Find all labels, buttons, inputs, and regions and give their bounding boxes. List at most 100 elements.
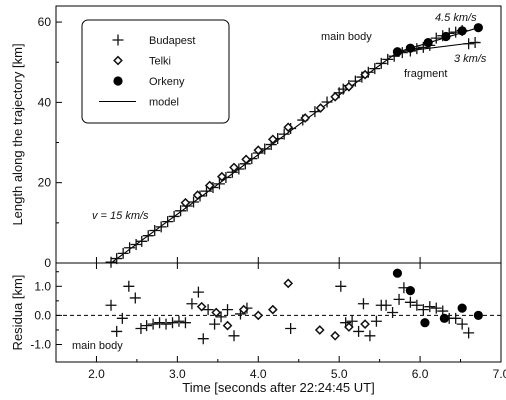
budapest-point bbox=[142, 230, 154, 242]
orkeny-point bbox=[457, 303, 467, 313]
budapest-point bbox=[105, 256, 117, 268]
budapest-point bbox=[364, 330, 376, 342]
budapest-point bbox=[179, 317, 191, 329]
bottom-y-tick-label: -1.0 bbox=[30, 338, 51, 352]
budapest-point bbox=[173, 315, 185, 327]
orkeny-point bbox=[457, 26, 467, 36]
orkeny-point bbox=[441, 31, 451, 42]
budapest-point bbox=[129, 292, 141, 304]
telki-point bbox=[196, 301, 207, 312]
telki-point bbox=[192, 190, 203, 200]
telki-point bbox=[180, 197, 191, 208]
residual-main-body-label: main body bbox=[72, 340, 123, 352]
budapest-point bbox=[213, 178, 225, 190]
telki-point bbox=[229, 162, 239, 173]
budapest-point bbox=[186, 298, 198, 310]
telki-point bbox=[217, 171, 227, 182]
budapest-point bbox=[215, 311, 227, 323]
telki-point bbox=[222, 320, 233, 331]
telki-point bbox=[360, 319, 370, 330]
orkeny-point bbox=[473, 23, 483, 33]
orkeny-point bbox=[405, 43, 415, 53]
telki-point bbox=[344, 322, 354, 332]
budapest-point bbox=[424, 301, 436, 313]
budapest-point bbox=[353, 325, 365, 337]
telki-point bbox=[314, 325, 325, 335]
budapest-point bbox=[357, 298, 369, 310]
budapest-point bbox=[116, 312, 128, 324]
top-y-tick-label: 0 bbox=[44, 256, 51, 270]
orkeny-point bbox=[423, 37, 433, 48]
budapest-point bbox=[167, 317, 179, 329]
budapest-point bbox=[417, 304, 429, 316]
top-y-tick-label: 20 bbox=[38, 176, 52, 190]
budapest-point bbox=[149, 224, 161, 236]
budapest-point bbox=[175, 205, 187, 217]
orkeny-point bbox=[439, 313, 449, 323]
budapest-point bbox=[285, 323, 297, 335]
budapest-point bbox=[147, 318, 159, 330]
budapest-point bbox=[369, 63, 381, 75]
velocity-body-label: 4.5 km/s bbox=[435, 12, 477, 24]
budapest-point bbox=[192, 286, 204, 298]
budapest-point bbox=[168, 210, 180, 222]
x-tick-label: 4.0 bbox=[250, 367, 267, 381]
x-tick-label: 2.0 bbox=[88, 367, 105, 381]
legend-label-orkeny: Orkeny bbox=[149, 76, 185, 88]
x-axis-title: Time [seconds after 22:24:45 UT] bbox=[182, 380, 374, 395]
telki-point bbox=[211, 307, 222, 318]
budapest-point bbox=[202, 304, 214, 316]
budapest-point bbox=[200, 185, 212, 197]
top-y-tick-label: 40 bbox=[38, 95, 52, 109]
telki-point bbox=[344, 81, 354, 92]
telki-point bbox=[300, 113, 311, 123]
legend-label-model: model bbox=[149, 97, 179, 109]
budapest-point bbox=[160, 318, 172, 330]
budapest-point bbox=[188, 196, 200, 208]
budapest-point bbox=[135, 323, 147, 335]
budapest-point bbox=[141, 320, 153, 332]
main-body-label: main body bbox=[321, 31, 372, 43]
bottom-y-tick-label: 1.0 bbox=[34, 279, 51, 293]
x-tick-label: 6.0 bbox=[412, 367, 429, 381]
telki-point bbox=[330, 91, 340, 102]
telki-point bbox=[238, 304, 249, 315]
x-tick-label: 5.0 bbox=[331, 367, 348, 381]
budapest-point bbox=[417, 41, 429, 53]
budapest-point bbox=[117, 247, 129, 259]
budapest-point bbox=[123, 280, 135, 292]
budapest-point bbox=[335, 280, 347, 292]
x-tick-label: 7.0 bbox=[493, 367, 506, 381]
budapest-point bbox=[450, 312, 462, 324]
budapest-point bbox=[228, 330, 240, 342]
bottom-y-tick-label: 0.0 bbox=[34, 308, 51, 322]
budapest-point bbox=[136, 235, 148, 247]
telki-point bbox=[253, 145, 264, 156]
top-y-tick-label: 60 bbox=[38, 15, 52, 29]
budapest-point bbox=[222, 304, 234, 316]
budapest-point bbox=[124, 242, 136, 254]
budapest-point bbox=[382, 53, 394, 65]
budapest-point bbox=[463, 38, 475, 50]
legend-label-budapest: Budapest bbox=[149, 35, 195, 47]
telki-point bbox=[283, 122, 294, 133]
budapest-point bbox=[411, 299, 423, 311]
budapest-point bbox=[349, 75, 361, 87]
budapest-point bbox=[154, 317, 166, 329]
budapest-point bbox=[309, 106, 321, 118]
budapest-point bbox=[155, 221, 167, 233]
telki-point bbox=[267, 134, 278, 145]
bottom-panel: -1.0 0.0 1.0 2.0 3.0 4.0 5.0 6.0 7.0 main body Res… bbox=[10, 262, 506, 395]
legend: Budapest Telki Orkeny model bbox=[81, 19, 230, 124]
budapest-point bbox=[346, 315, 358, 327]
budapest-point bbox=[370, 315, 382, 327]
budapest-point bbox=[463, 327, 475, 339]
budapest-point bbox=[380, 299, 392, 311]
budapest-point bbox=[197, 333, 209, 345]
telki-point bbox=[315, 103, 326, 113]
budapest-point bbox=[130, 239, 142, 251]
budapest-point bbox=[404, 296, 416, 308]
telki-point bbox=[360, 69, 370, 80]
budapest-point bbox=[162, 216, 174, 228]
